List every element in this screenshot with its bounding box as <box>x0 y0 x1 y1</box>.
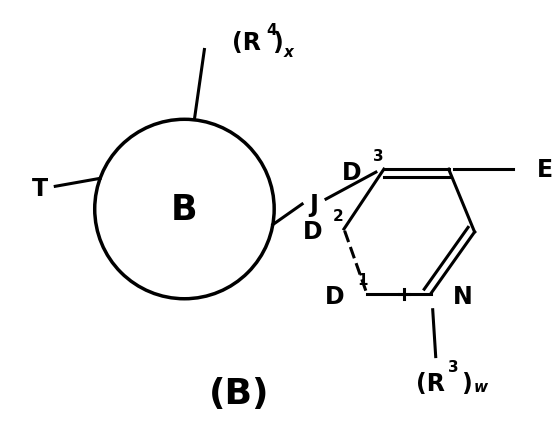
Text: E: E <box>536 158 553 182</box>
Text: ): ) <box>461 371 471 395</box>
Text: D: D <box>342 161 362 185</box>
Text: ): ) <box>272 30 282 54</box>
Text: T: T <box>32 177 48 201</box>
Text: (R: (R <box>232 30 261 54</box>
Text: x: x <box>283 45 293 60</box>
Text: D: D <box>302 220 322 243</box>
Text: 4: 4 <box>266 23 276 38</box>
Text: (R: (R <box>416 371 445 395</box>
Text: N: N <box>453 284 472 308</box>
Text: D: D <box>325 284 345 308</box>
Text: (B): (B) <box>209 377 270 411</box>
Text: 1: 1 <box>357 273 368 288</box>
Text: 3: 3 <box>448 359 459 374</box>
Text: 3: 3 <box>372 148 383 163</box>
Text: B: B <box>171 193 198 227</box>
Text: w: w <box>473 378 488 394</box>
Text: 2: 2 <box>332 208 344 223</box>
Text: J: J <box>310 193 319 217</box>
